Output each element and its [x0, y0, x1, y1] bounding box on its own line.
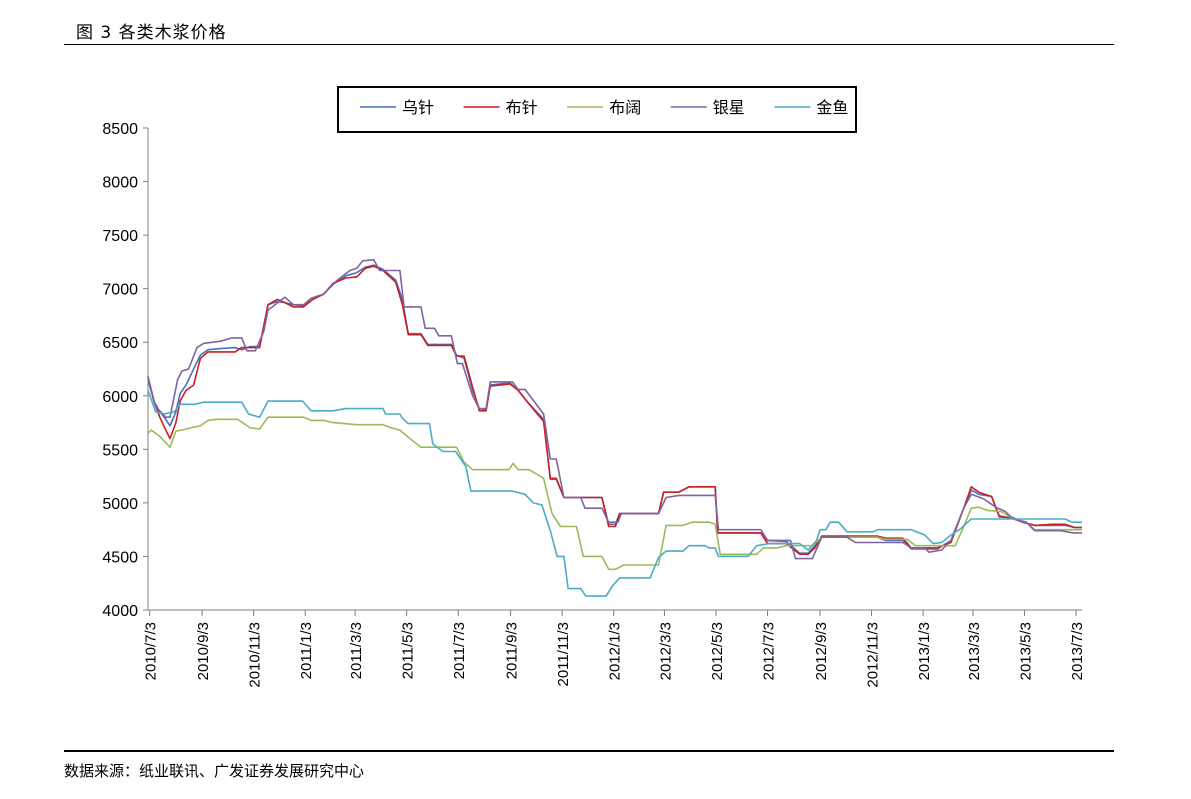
legend-label: 金鱼 — [816, 98, 848, 117]
x-tick-label: 2011/3/3 — [348, 622, 365, 679]
x-tick-label: 2011/9/3 — [504, 622, 521, 679]
y-tick-label: 4500 — [102, 549, 138, 566]
source-note: 数据来源：纸业联讯、广发证券发展研究中心 — [64, 762, 365, 780]
x-tick-label: 2013/5/3 — [1018, 622, 1035, 680]
chart-legend: 乌针 布针 布阔 银星 金鱼 — [337, 86, 857, 133]
series-line-布阔 — [147, 416, 1082, 571]
x-tick-label: 2010/11/3 — [247, 622, 264, 688]
series-line-银星 — [147, 258, 1082, 560]
legend-label: 银星 — [713, 98, 745, 117]
x-tick-label: 2013/1/3 — [916, 622, 933, 680]
y-tick-label: 5000 — [102, 496, 138, 513]
y-tick-label: 7000 — [102, 282, 138, 299]
x-tick-label: 2012/9/3 — [813, 622, 830, 680]
figure-title: 图 3 各类木浆价格 — [76, 23, 227, 43]
legend-label: 布阔 — [609, 98, 641, 117]
series-lines — [147, 258, 1082, 597]
series-line-金鱼 — [147, 390, 1082, 597]
x-tick-label: 2012/11/3 — [865, 622, 882, 688]
y-tick-label: 4000 — [102, 603, 138, 620]
x-tick-label: 2012/7/3 — [761, 622, 778, 680]
x-tick-label: 2012/1/3 — [607, 622, 624, 680]
x-tick-label: 2011/7/3 — [451, 622, 468, 679]
x-tick-label: 2012/3/3 — [657, 622, 674, 680]
x-tick-label: 2013/3/3 — [966, 622, 983, 680]
x-tick-label: 2010/7/3 — [143, 622, 160, 680]
series-line-乌针 — [147, 264, 1082, 555]
x-tick-label: 2011/5/3 — [400, 622, 417, 679]
y-tick-label: 7500 — [102, 228, 138, 245]
y-tick-label: 6500 — [102, 335, 138, 352]
legend-label: 乌针 — [402, 98, 434, 117]
legend-label: 布针 — [506, 98, 538, 117]
bottom-rule — [64, 750, 1114, 752]
top-rule — [64, 44, 1114, 45]
line-chart: 4000 4500 5000 5500 6000 6500 7000 7500 8000 8500… — [102, 86, 1086, 688]
y-tick-label: 6000 — [102, 389, 138, 406]
y-tick-label: 8000 — [102, 175, 138, 192]
x-tick-label: 2012/5/3 — [709, 622, 726, 680]
chart-axes: 4000 4500 5000 5500 6000 6500 7000 7500 8000 8500… — [102, 121, 1086, 688]
y-tick-label: 8500 — [102, 121, 138, 138]
legend-box — [337, 86, 857, 133]
y-tick-label: 5500 — [102, 442, 138, 459]
x-tick-label: 2013/7/3 — [1069, 622, 1086, 680]
x-tick-label: 2010/9/3 — [195, 622, 212, 680]
x-tick-label: 2011/1/3 — [298, 622, 315, 679]
x-tick-label: 2011/11/3 — [555, 622, 572, 687]
series-line-布针 — [147, 265, 1082, 556]
